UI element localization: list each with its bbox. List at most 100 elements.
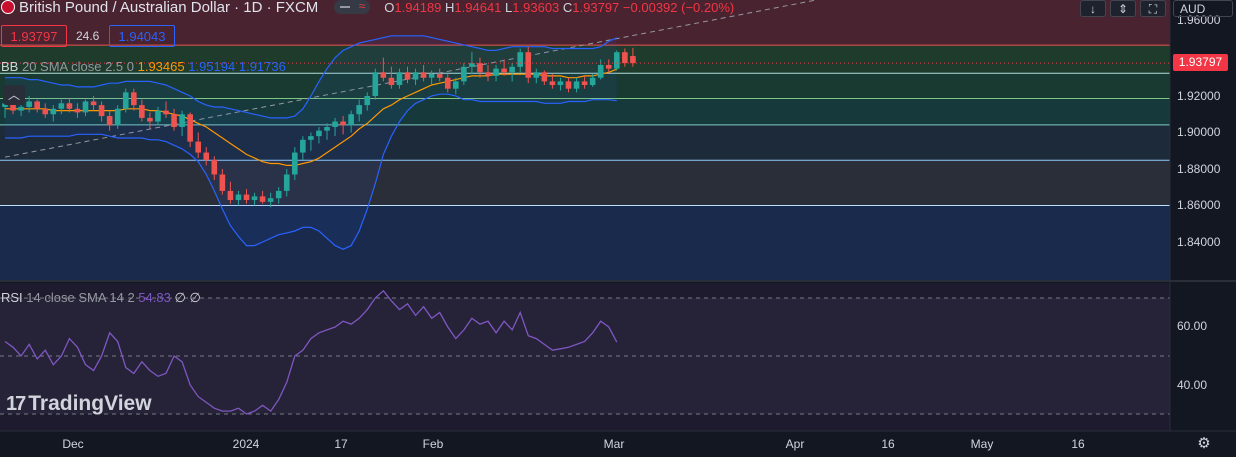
candle-body	[300, 139, 306, 153]
candle-body	[308, 136, 314, 140]
candle-body	[187, 114, 193, 142]
candle-body	[243, 194, 250, 201]
candle-body	[380, 72, 387, 78]
candle-body	[461, 66, 467, 82]
candle-body	[565, 81, 572, 89]
visibility-toggle[interactable]: ≈	[334, 0, 371, 14]
collapse-legend-button[interactable]: ︿	[3, 85, 25, 105]
candle-body	[179, 114, 185, 128]
candle-body	[605, 64, 612, 69]
time-label-mar: Mar	[603, 437, 625, 451]
candle-body	[275, 190, 282, 199]
candle-body	[26, 101, 32, 107]
candle-body	[332, 121, 338, 128]
candle-body	[131, 92, 137, 106]
time-label-16-apr: 16	[881, 437, 895, 451]
sell-price-button[interactable]: 1.93797	[1, 25, 67, 47]
candle-body	[10, 103, 16, 111]
candle-body	[316, 130, 322, 137]
rsi-legend[interactable]: RSI 14 close SMA 14 2 54.83 ∅ ∅	[1, 290, 201, 305]
gbp-aud-flag-icon	[1, 0, 15, 14]
fullscreen-icon: ⛶	[1148, 2, 1158, 16]
candle-body	[517, 52, 523, 67]
chevron-up-icon: ︿	[7, 88, 20, 102]
candle-body	[203, 152, 210, 160]
sell-price-label: 1.93797	[10, 29, 58, 44]
logo-text: TradingView	[28, 392, 152, 415]
candle-body	[428, 74, 435, 78]
candle-body	[509, 66, 515, 73]
scroll-down-button[interactable]: ↓	[1080, 0, 1106, 17]
currency-label: AUD	[1180, 2, 1206, 16]
candle-body	[444, 77, 451, 89]
trend-line	[4, 0, 819, 158]
candle-body	[18, 106, 24, 111]
symbol-title[interactable]: British Pound / Australian Dollar · 1D ·…	[19, 0, 319, 16]
bb-lower-line	[5, 93, 617, 250]
candle-body	[74, 108, 81, 113]
candle-body	[573, 81, 580, 89]
candle-body	[469, 63, 475, 67]
candle-body	[259, 196, 266, 202]
spread-value: 24.6	[76, 29, 100, 43]
price-label-3: 1.88000	[1177, 162, 1221, 176]
candle-body	[485, 72, 491, 76]
candle-body	[549, 81, 556, 86]
price-zone-band	[0, 160, 1170, 206]
candle-body	[436, 74, 443, 78]
candle-body	[283, 174, 290, 191]
candle-body	[122, 92, 129, 109]
candle-body	[525, 52, 532, 78]
candle-body	[348, 114, 354, 126]
time-label-may: May	[970, 437, 994, 451]
candle-body	[155, 110, 161, 122]
candle-body	[364, 96, 371, 106]
candle-body	[114, 108, 121, 126]
candle-body	[251, 196, 258, 201]
fullscreen-button[interactable]: ⛶	[1140, 0, 1166, 17]
tradingview-logo[interactable]: 17 TradingView	[6, 392, 152, 416]
rsi-label-60: 60.00	[1177, 319, 1208, 333]
time-label-16-may: 16	[1071, 437, 1085, 451]
currency-selector[interactable]: AUD	[1173, 0, 1233, 17]
candle-body	[106, 116, 113, 126]
candle-body	[211, 159, 218, 175]
candle-body	[412, 72, 419, 80]
candle-body	[267, 198, 274, 202]
price-label-5: 1.84000	[1177, 235, 1221, 249]
candle-body	[34, 101, 40, 109]
candle-body	[42, 108, 49, 115]
candle-body	[541, 72, 548, 82]
collapse-icon: ⇕	[1117, 2, 1129, 16]
candle-body	[597, 64, 604, 78]
current-price-tag: 1.93797	[1173, 54, 1228, 71]
candle-body	[324, 127, 330, 131]
candle-body	[533, 72, 540, 78]
collapse-button[interactable]: ⇕	[1110, 0, 1136, 17]
buy-price-button[interactable]: 1.94043	[109, 25, 175, 47]
time-label-feb: Feb	[422, 437, 444, 451]
time-label-apr: Apr	[785, 437, 805, 451]
candle-body	[227, 190, 234, 201]
candle-body	[420, 72, 427, 78]
price-zone-band	[0, 0, 1170, 46]
price-label-4: 1.86000	[1177, 198, 1221, 212]
candle-body	[147, 117, 153, 122]
candle-body	[66, 103, 73, 109]
candle-body	[581, 81, 588, 86]
candle-body	[372, 72, 379, 96]
rsi-line	[4, 289, 618, 415]
candle-body	[477, 63, 483, 73]
candle-body	[171, 114, 177, 128]
chart-settings-button[interactable]: ⚙	[1194, 434, 1214, 454]
bb-legend[interactable]: BB 20 SMA close 2.5 0 1.93465 1.95194 1.…	[1, 59, 286, 74]
candle-body	[139, 105, 145, 118]
candle-body	[630, 56, 636, 64]
symbol-header: British Pound / Australian Dollar · 1D ·…	[0, 0, 734, 16]
candle-body	[98, 105, 105, 117]
candle-body	[501, 68, 507, 73]
candle-body	[58, 103, 65, 109]
candle-body	[557, 81, 564, 86]
